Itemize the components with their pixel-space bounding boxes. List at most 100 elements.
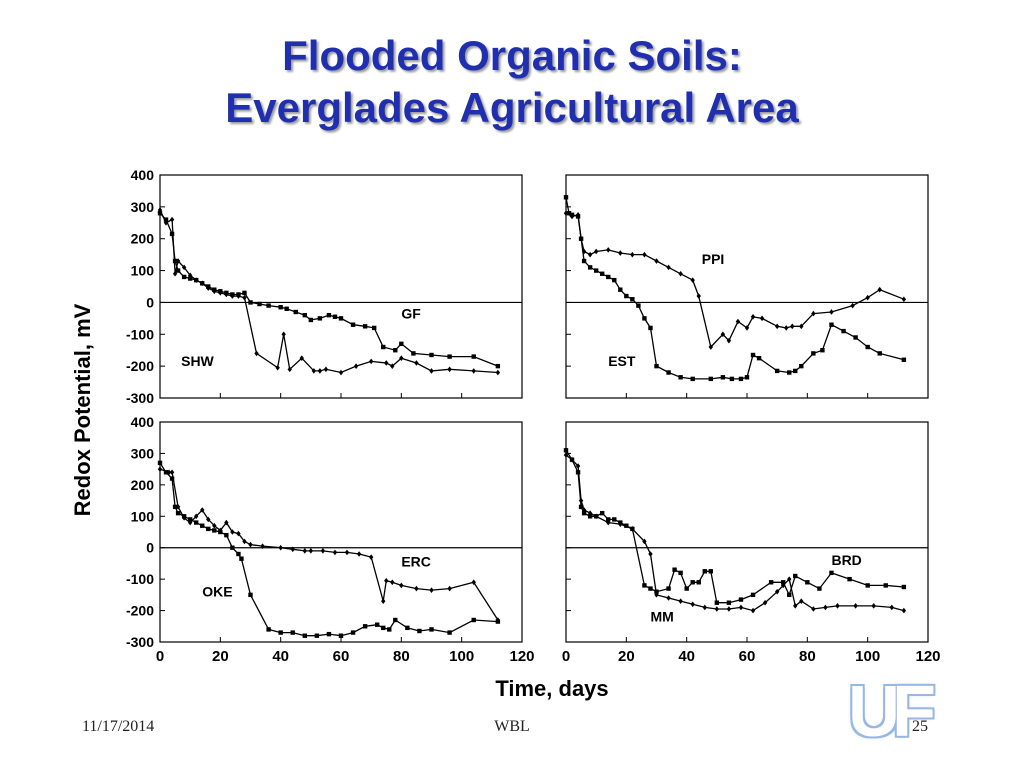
data-point-brd [624, 523, 629, 528]
data-point-ppi [696, 293, 701, 299]
data-point-brd [793, 573, 798, 579]
data-point-est [820, 348, 825, 353]
footer-date: 11/17/2014 [82, 718, 155, 735]
data-point-gf [278, 305, 283, 310]
data-point-erc [447, 585, 452, 592]
data-point-brd [787, 592, 792, 598]
data-point-est [642, 316, 647, 321]
data-point-shw [429, 368, 434, 374]
data-point-oke [338, 633, 344, 638]
data-point-erc [414, 585, 419, 592]
data-point-shw [206, 285, 211, 291]
data-point-est [829, 322, 834, 327]
data-point-brd [901, 584, 907, 590]
data-point-gf [393, 348, 398, 353]
data-point-oke [314, 633, 320, 638]
data-point-ppi [759, 315, 765, 322]
data-point-brd [563, 448, 569, 453]
footer-author: WBL [494, 718, 530, 735]
data-point-brd [587, 514, 593, 519]
data-point-mm [578, 497, 584, 504]
data-point-gf [248, 300, 253, 305]
data-point-est [630, 297, 635, 302]
x-axis-label: Time, days [495, 676, 608, 701]
data-point-erc [384, 577, 389, 584]
data-point-gf [399, 341, 404, 347]
data-point-oke [375, 622, 380, 627]
data-point-brd [578, 504, 584, 510]
x-tick-label: 60 [333, 648, 350, 665]
x-tick-label: 100 [449, 648, 474, 665]
data-point-est [593, 268, 599, 273]
data-point-est [750, 352, 756, 358]
data-point-erc [344, 549, 350, 556]
data-point-gf [371, 325, 377, 331]
data-point-oke [239, 556, 244, 561]
data-point-brd [702, 569, 707, 574]
x-tick-label: 80 [393, 648, 410, 665]
data-point-mm [714, 606, 720, 612]
data-point-erc [308, 548, 314, 554]
data-point-shw [200, 280, 205, 287]
data-point-erc [290, 546, 295, 553]
series-line-ppi [565, 212, 905, 349]
x-tick-label: 0 [562, 648, 570, 665]
data-point-shw [172, 270, 178, 277]
data-point-est [690, 376, 695, 382]
y-tick-label: -200 [126, 603, 154, 619]
data-point-gf [350, 322, 356, 327]
data-point-est [729, 376, 735, 382]
data-point-oke [350, 630, 356, 635]
data-point-erc [332, 549, 338, 556]
data-point-shw [212, 288, 217, 295]
data-point-shw [254, 350, 259, 357]
data-point-erc [206, 516, 211, 523]
data-point-mm [781, 582, 786, 589]
data-point-oke [194, 520, 199, 525]
uf-logo: UF [848, 672, 936, 752]
data-point-ppi [618, 250, 623, 256]
data-point-est [581, 258, 587, 264]
data-point-brd [726, 600, 732, 605]
x-tick-label: 100 [855, 648, 880, 665]
data-point-mm [678, 598, 683, 604]
data-point-oke [169, 476, 175, 481]
data-point-ppi [587, 251, 593, 258]
data-point-erc [368, 554, 374, 560]
data-point-brd [684, 586, 689, 591]
data-point-est [636, 303, 641, 308]
data-point-erc [471, 579, 476, 586]
data-point-erc [278, 544, 283, 551]
y-tick-label: 200 [131, 477, 155, 493]
data-point-mm [654, 592, 659, 598]
data-point-shw [323, 366, 329, 373]
series-label-est: EST [608, 353, 636, 369]
x-tick-label: 40 [678, 648, 695, 665]
data-point-oke [362, 624, 368, 629]
data-point-oke [393, 617, 398, 623]
data-point-mm [642, 538, 647, 545]
panel-top-left: 400 300 200 100 0 -100 -200 -300 GF SHW [126, 167, 523, 406]
data-point-erc [390, 579, 395, 586]
series-label-erc: ERC [401, 554, 431, 570]
data-point-brd [708, 569, 713, 574]
data-point-ppi [654, 258, 659, 264]
data-point-brd [738, 597, 744, 602]
data-point-est [587, 265, 593, 270]
y-tick-label: 400 [131, 167, 155, 183]
x-tick-label: 40 [272, 648, 289, 665]
page-number: 25 [912, 718, 928, 735]
data-point-est [774, 368, 780, 374]
panel-bottom-right: 0 20 40 60 80 100 120 BRD MM [562, 421, 941, 665]
data-point-est [799, 363, 804, 369]
data-point-shw [224, 291, 229, 298]
series-line-est [565, 197, 905, 380]
data-point-est [841, 328, 846, 334]
data-point-shw [236, 293, 241, 299]
data-point-est [563, 195, 569, 200]
series-label-shw: SHW [181, 353, 214, 369]
data-point-ppi [744, 325, 750, 331]
data-point-gf [242, 290, 247, 296]
data-point-brd [600, 510, 605, 516]
data-point-erc [230, 529, 235, 535]
